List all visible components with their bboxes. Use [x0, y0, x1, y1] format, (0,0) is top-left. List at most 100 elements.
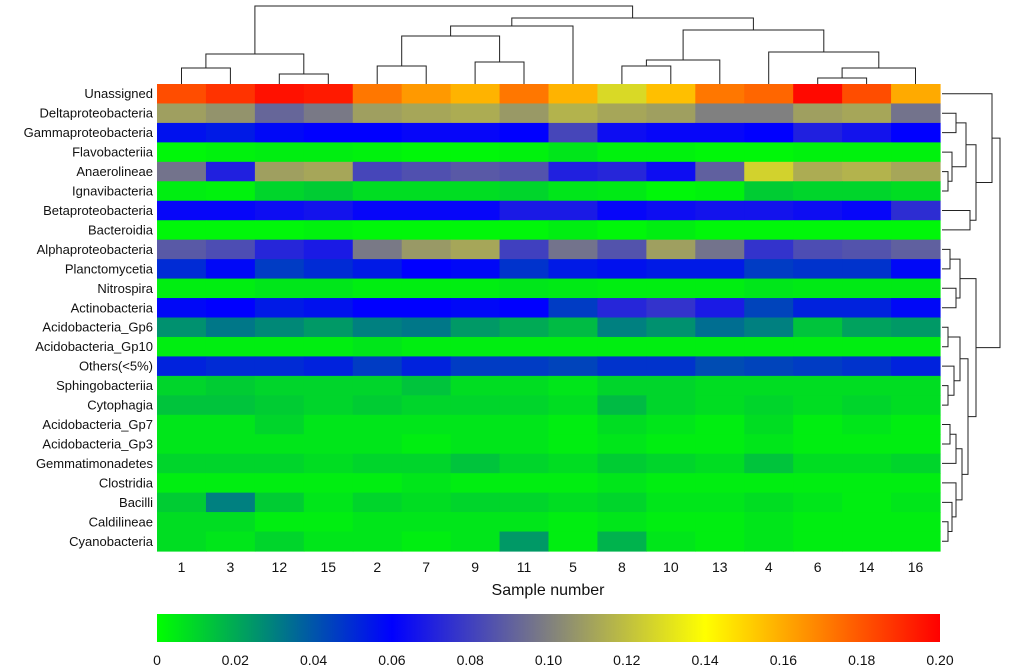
heatmap-cell [499, 239, 550, 260]
heatmap-cell [646, 375, 696, 396]
heatmap-cell [303, 375, 354, 396]
heatmap-cell [352, 122, 403, 143]
heatmap-cell [842, 473, 892, 494]
heatmap-cell [842, 336, 892, 358]
heatmap-cell [352, 473, 403, 494]
heatmap-cell [450, 395, 501, 416]
heatmap-cell [401, 473, 452, 494]
heatmap-cell [401, 395, 452, 416]
heatmap-cell [352, 181, 403, 202]
heatmap-cell [842, 395, 892, 416]
row-label: Caldilineae [89, 514, 153, 529]
heatmap-cell [157, 239, 207, 260]
heatmap-cell [157, 473, 207, 494]
heatmap-cell [499, 434, 550, 455]
heatmap-cell [303, 278, 354, 299]
colorbar-tick-label: 0.20 [926, 652, 953, 668]
heatmap-cell [303, 356, 354, 377]
heatmap-cell [254, 531, 305, 552]
row-label: Alphaproteobacteria [37, 242, 154, 257]
heatmap-cell [793, 317, 843, 338]
column-dendrogram-branch [682, 29, 825, 60]
heatmap-cell [352, 512, 403, 533]
heatmap-cell [401, 298, 452, 319]
heatmap-cell [842, 531, 892, 552]
row-dendrogram-branch [942, 433, 957, 464]
row-dendrogram-branch [942, 210, 971, 231]
heatmap-cell [891, 181, 941, 202]
heatmap-cell [695, 103, 745, 124]
heatmap-cell [891, 531, 941, 552]
heatmap-cell [597, 181, 647, 202]
heatmap-cell [646, 473, 696, 494]
heatmap-cell [450, 278, 501, 299]
heatmap-cell [450, 453, 501, 474]
heatmap-cell [597, 336, 647, 358]
heatmap-cell [205, 200, 256, 221]
heatmap-cell [695, 356, 745, 377]
heatmap-cell [205, 259, 256, 280]
heatmap-cell [499, 375, 550, 396]
column-dendrogram-branch [841, 67, 916, 84]
heatmap-cell [499, 395, 550, 416]
heatmap-cell [303, 395, 354, 416]
row-dendrogram-branch [956, 448, 963, 501]
heatmap-cell [303, 531, 354, 552]
heatmap-cell [548, 512, 599, 533]
column-dendrogram-branch [181, 67, 231, 84]
heatmap-cell [254, 122, 305, 143]
heatmap-cell [352, 356, 403, 377]
heatmap-cell [157, 181, 207, 202]
column-dendrogram-branch [621, 65, 672, 84]
heatmap-cell [157, 103, 207, 124]
heatmap-cell [499, 317, 550, 338]
heatmap-cell [205, 434, 256, 455]
heatmap-cell [254, 395, 305, 416]
row-dendrogram-branch [942, 93, 993, 183]
heatmap-cell [352, 142, 403, 163]
heatmap-cell [744, 239, 794, 260]
column-label: 12 [272, 559, 288, 575]
row-labels: Unassigned Deltaproteobacteria Gammaproteo… [24, 86, 154, 549]
heatmap-cell [157, 453, 207, 474]
heatmap-cell [842, 278, 892, 299]
heatmap-cell [352, 531, 403, 552]
heatmap-cell [548, 473, 599, 494]
heatmap-cell [401, 239, 452, 260]
heatmap-cell [646, 259, 696, 280]
heatmap-cell [205, 492, 256, 513]
heatmap-cell [205, 220, 256, 241]
heatmap-cell [303, 103, 354, 124]
heatmap-cell [157, 278, 207, 299]
heatmap-cell [499, 103, 550, 124]
heatmap-cell [254, 414, 305, 435]
heatmap-cell [744, 317, 794, 338]
heatmap-cell [793, 492, 843, 513]
heatmap-cell [352, 375, 403, 396]
heatmap-cell [401, 317, 452, 338]
heatmap-cell [450, 531, 501, 552]
heatmap-cell [303, 181, 354, 202]
heatmap-cell [205, 453, 256, 474]
heatmap-cell [744, 278, 794, 299]
heatmap-cell [891, 298, 941, 319]
heatmap-cell [842, 259, 892, 280]
heatmap-cell [548, 161, 599, 182]
heatmap-cell [157, 375, 207, 396]
row-dendrogram-branch [942, 151, 953, 182]
heatmap-cell [793, 84, 843, 105]
heatmap-cell [254, 298, 305, 319]
heatmap-cell [450, 181, 501, 202]
colorbar-tick-label: 0.06 [378, 652, 405, 668]
row-dendrogram-branch [966, 144, 977, 221]
heatmap-cell [842, 317, 892, 338]
heatmap-cell [597, 473, 647, 494]
heatmap-cell [646, 336, 696, 358]
heatmap-cell [548, 453, 599, 474]
heatmap-cell [793, 336, 843, 358]
heatmap-cell [157, 434, 207, 455]
heatmap-cell [401, 492, 452, 513]
heatmap-cell [646, 492, 696, 513]
colorbar-tick-label: 0.14 [691, 652, 718, 668]
heatmap-cell [548, 181, 599, 202]
